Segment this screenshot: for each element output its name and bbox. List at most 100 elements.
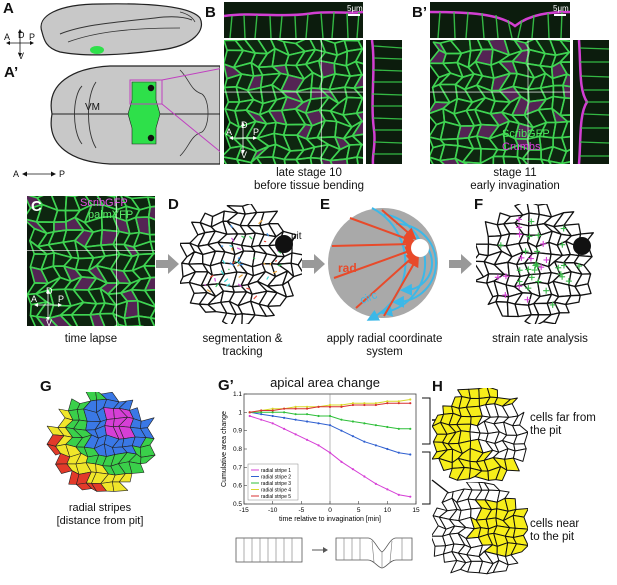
data-point	[294, 418, 297, 421]
x-tick-label: 15	[412, 507, 420, 514]
x-tick-label: 10	[384, 507, 392, 514]
caption-e-line2: system	[366, 346, 403, 358]
caption-b-prime-line2: early invagination	[470, 180, 560, 192]
compass-c-v: V	[46, 318, 52, 326]
data-point	[351, 403, 355, 407]
microscopy-b-main	[224, 40, 363, 164]
data-point	[374, 444, 377, 447]
label-near-line1: cells near	[530, 518, 580, 530]
caption-b-line2: before tissue bending	[254, 180, 364, 192]
data-point	[305, 413, 309, 416]
data-point	[271, 414, 274, 418]
orientation-ap-arrow: A P	[13, 169, 65, 179]
caption-c: time lapse	[64, 333, 118, 345]
data-point	[294, 407, 297, 410]
data-point	[317, 414, 320, 418]
caption-d-line1: segmentation &	[202, 333, 283, 345]
data-point	[386, 488, 389, 491]
data-point	[340, 429, 343, 432]
panel-letter-b: B	[205, 4, 216, 21]
data-point	[374, 403, 377, 407]
data-point	[397, 451, 400, 454]
radial-stripes-map	[46, 392, 156, 492]
caption-b-line1: late stage 10	[276, 167, 342, 179]
orientation-compass-c: D V A P	[31, 286, 64, 326]
data-point	[328, 414, 332, 418]
y-tick-label: 0.6	[233, 483, 242, 490]
x-tick-label: -5	[298, 507, 304, 514]
data-point	[409, 398, 412, 401]
data-point	[317, 444, 320, 447]
data-point	[374, 424, 377, 427]
data-point	[363, 475, 366, 478]
legend-entry: radial stripe 5	[261, 494, 291, 500]
data-point	[305, 438, 309, 441]
data-point	[397, 493, 400, 496]
area-change-chart: -15 -10 -5 0 5 10 15 0.5 0.6 0.7 0.8 0.9 1 1.1 time re…	[221, 391, 420, 523]
data-point	[271, 407, 274, 410]
compass-a-p: P	[29, 32, 35, 42]
x-tick-label: -15	[239, 507, 249, 514]
panel-letter-d: D	[168, 196, 179, 213]
data-point	[283, 407, 286, 410]
compass-b-v: V	[241, 150, 247, 158]
data-point	[328, 424, 332, 427]
data-point	[363, 402, 366, 405]
caption-f: strain rate analysis	[492, 333, 588, 345]
data-point	[409, 495, 412, 498]
compass-c-a: A	[31, 294, 37, 304]
panel-letter-g-prime: G’	[218, 377, 234, 394]
data-point	[328, 403, 332, 407]
data-point	[351, 468, 355, 471]
microscopy-b-prime-side	[573, 40, 609, 164]
cells-near-map	[432, 482, 528, 575]
chart-title: apical area change	[270, 375, 380, 390]
label-scrib-c: ScribGFP	[80, 197, 128, 209]
label-palm-c: palmYFP	[88, 209, 134, 221]
microscopy-b-side	[366, 40, 402, 164]
compass-b-p: P	[253, 127, 259, 137]
legend-entry: radial stripe 1	[261, 468, 291, 474]
caption-e-line1: apply radial coordinate	[326, 333, 443, 345]
data-point	[294, 433, 297, 436]
data-point	[260, 413, 263, 416]
y-axis-label: Cumulative area change	[221, 411, 228, 487]
data-point	[409, 402, 412, 405]
data-point	[397, 400, 400, 403]
panel-letter-g: G	[40, 378, 52, 395]
segmentation-d	[180, 204, 302, 324]
data-point	[248, 414, 251, 418]
scale-bar-b-prime: 5μm	[553, 4, 569, 13]
panel-letter-a-prime: A’	[4, 64, 19, 81]
scale-line-b	[348, 14, 360, 16]
data-point	[294, 413, 297, 416]
pit-label: pit	[291, 231, 302, 242]
data-point	[340, 418, 343, 421]
data-point	[351, 435, 355, 438]
y-tick-label: 1.1	[233, 391, 242, 398]
data-point	[328, 405, 332, 408]
data-point	[386, 425, 389, 429]
data-point	[386, 447, 389, 451]
data-point	[374, 402, 377, 405]
caption-d-line2: tracking	[222, 346, 263, 358]
y-tick-label: 0.5	[233, 501, 242, 508]
panel-letter-c: C	[31, 198, 42, 215]
ap-arrow-p: P	[59, 169, 65, 179]
data-point	[386, 402, 389, 405]
rad-label: rad	[338, 261, 357, 275]
data-point	[271, 422, 274, 425]
label-far-line1: cells far from	[530, 412, 596, 424]
data-point	[283, 416, 286, 419]
panel-letter-a: A	[3, 0, 14, 17]
flow-arrow-e-f	[449, 254, 472, 274]
data-point	[260, 409, 263, 412]
scale-bar-b: 5μm	[347, 4, 363, 13]
label-near-line2: to the pit	[530, 531, 575, 543]
compass-a-d: D	[18, 30, 25, 40]
y-tick-label: 1	[238, 409, 242, 416]
flow-arrow-d-e	[302, 254, 325, 274]
data-point	[409, 427, 412, 430]
vm-label: VM	[85, 102, 100, 113]
data-point	[386, 400, 389, 403]
